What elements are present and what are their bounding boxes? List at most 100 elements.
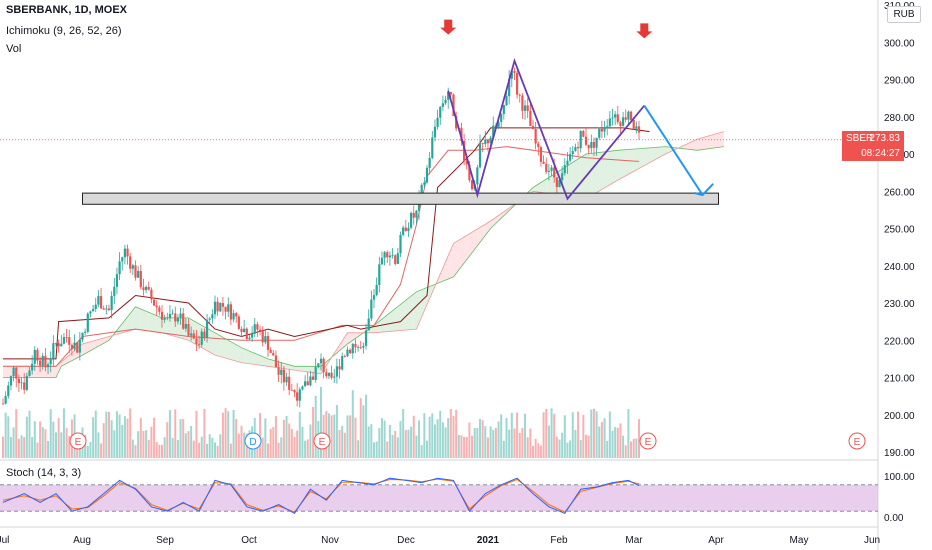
candle-body xyxy=(478,143,482,168)
candle-body xyxy=(598,128,601,138)
cloud-segment xyxy=(586,153,589,199)
cloud-segment xyxy=(416,290,420,330)
cloud-segment xyxy=(705,136,708,150)
candle-body xyxy=(444,99,447,104)
volume-bar xyxy=(553,413,556,458)
volume-bar xyxy=(211,437,214,458)
candle-body xyxy=(481,143,484,144)
volume-bar xyxy=(555,436,558,458)
cloud-segment xyxy=(140,308,144,331)
volume-bar xyxy=(399,421,402,458)
cloud-segment xyxy=(639,148,642,169)
volume-bar xyxy=(415,435,418,458)
candle-body xyxy=(465,160,468,165)
ichimoku-legend[interactable]: Ichimoku (9, 26, 52, 26) xyxy=(6,25,122,37)
volume-bar xyxy=(158,444,161,458)
candle-body xyxy=(52,343,55,359)
cloud-segment xyxy=(604,151,608,188)
cloud-segment xyxy=(339,340,343,351)
candle-body xyxy=(378,264,381,285)
cloud-segment xyxy=(286,364,290,370)
ichimoku-cloud xyxy=(3,131,724,378)
candle-body xyxy=(272,352,275,356)
candle-body xyxy=(343,356,346,357)
volume-bar xyxy=(489,426,492,458)
volume-bar xyxy=(137,431,140,458)
volume-bar xyxy=(65,428,68,458)
volume-bar xyxy=(174,409,177,458)
candle-body xyxy=(44,355,47,368)
volume-bar xyxy=(161,444,163,458)
candle-body xyxy=(245,328,248,340)
price-tick-label: 290.00 xyxy=(884,76,915,87)
volume-bar xyxy=(76,445,79,458)
cloud-segment xyxy=(376,321,380,333)
price-tick-label: 220.00 xyxy=(884,336,915,347)
candle-body xyxy=(240,328,243,332)
cloud-segment xyxy=(395,306,398,331)
candle-body xyxy=(521,95,524,111)
candle-body xyxy=(357,347,360,349)
cloud-segment xyxy=(21,366,25,378)
volume-bar xyxy=(187,431,190,458)
volume-bar xyxy=(608,411,611,458)
volume-bar xyxy=(481,420,484,458)
cloud-segment xyxy=(95,339,99,348)
volume-bar xyxy=(600,422,603,458)
candle-body xyxy=(359,347,362,349)
candle-body xyxy=(545,163,548,172)
cloud-segment xyxy=(617,150,621,181)
candle-body xyxy=(31,363,34,371)
cloud-segment xyxy=(551,174,555,195)
stochastic-legend[interactable]: Stoch (14, 3, 3) xyxy=(6,467,82,479)
time-tick-label: Oct xyxy=(241,535,257,546)
candle-body xyxy=(425,167,429,183)
volume-legend[interactable]: Vol xyxy=(6,43,22,55)
candle-body xyxy=(388,255,391,258)
candle-body xyxy=(296,392,299,401)
candle-body xyxy=(277,367,280,375)
candle-body xyxy=(86,313,89,332)
volume-bar xyxy=(455,409,458,458)
event-marker-label: D xyxy=(249,437,256,448)
candle-body xyxy=(415,210,418,218)
cloud-segment xyxy=(649,147,653,163)
candle-body xyxy=(468,164,471,181)
volume-bar xyxy=(388,424,391,458)
cloud-segment xyxy=(697,138,700,151)
candle-body xyxy=(33,349,36,364)
volume-bar xyxy=(447,418,450,458)
candle-body xyxy=(1,403,5,405)
time-tick-label: Feb xyxy=(550,535,568,546)
volume-bar xyxy=(113,430,116,458)
volume-bar xyxy=(214,442,216,458)
candle-body xyxy=(306,381,309,386)
candle-body xyxy=(304,381,307,387)
cloud-segment xyxy=(588,153,592,198)
currency-unit-button[interactable]: RUB xyxy=(887,6,921,23)
cloud-segment xyxy=(299,366,303,372)
cloud-segment xyxy=(567,164,571,197)
candle-body xyxy=(510,71,513,79)
cloud-segment xyxy=(71,350,75,361)
candle-body xyxy=(131,265,134,269)
candle-body xyxy=(41,355,44,366)
candle-body xyxy=(566,160,569,166)
cloud-segment xyxy=(56,364,59,378)
cloud-segment xyxy=(636,148,639,170)
volume-bar xyxy=(55,432,57,458)
volume-bar xyxy=(259,413,262,458)
volume-bar xyxy=(471,435,474,458)
symbol-title[interactable]: SBERBANK, 1D, MOEX xyxy=(6,4,128,16)
candle-body xyxy=(508,78,511,97)
volume-bar xyxy=(614,426,617,458)
volume-bar xyxy=(441,422,444,458)
candle-body xyxy=(370,299,373,319)
candle-body xyxy=(399,234,402,254)
candle-body xyxy=(219,303,222,312)
volume-bar xyxy=(206,444,209,458)
volume-bar xyxy=(84,434,87,458)
cloud-segment xyxy=(464,235,467,264)
candles xyxy=(1,67,641,408)
